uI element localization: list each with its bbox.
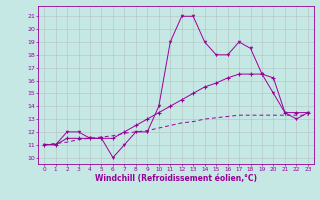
X-axis label: Windchill (Refroidissement éolien,°C): Windchill (Refroidissement éolien,°C) xyxy=(95,174,257,183)
